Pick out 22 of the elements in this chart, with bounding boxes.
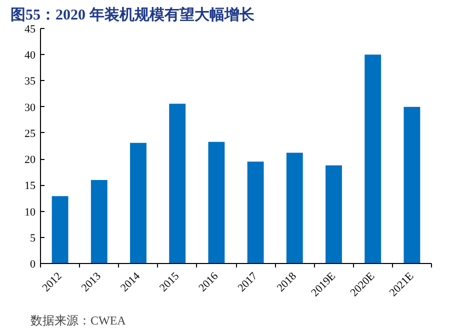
y-tick-label: 30: [24, 102, 36, 114]
bar: [364, 54, 382, 264]
bar: [404, 106, 420, 264]
y-tick-label: 35: [24, 76, 36, 88]
y-tick-label: 40: [24, 50, 36, 62]
bar: [286, 152, 303, 264]
y-tick-label: 5: [30, 232, 36, 244]
bar: [326, 165, 342, 264]
source-note: 数据来源：CWEA: [30, 314, 126, 328]
y-tick-label: 25: [24, 128, 36, 140]
bar: [208, 142, 225, 264]
bar: [52, 196, 68, 264]
y-tick-label: 15: [24, 180, 36, 192]
bar: [169, 104, 186, 264]
bar: [130, 142, 146, 264]
bar: [247, 162, 264, 264]
bar: [90, 180, 108, 264]
y-tick-label: 45: [24, 24, 36, 36]
y-tick-label: 0: [30, 258, 36, 270]
chart-title: 图55：2020 年装机规模有望大幅增长: [10, 6, 256, 24]
y-tick-label: 10: [24, 206, 36, 218]
y-tick-label: 20: [24, 154, 36, 166]
